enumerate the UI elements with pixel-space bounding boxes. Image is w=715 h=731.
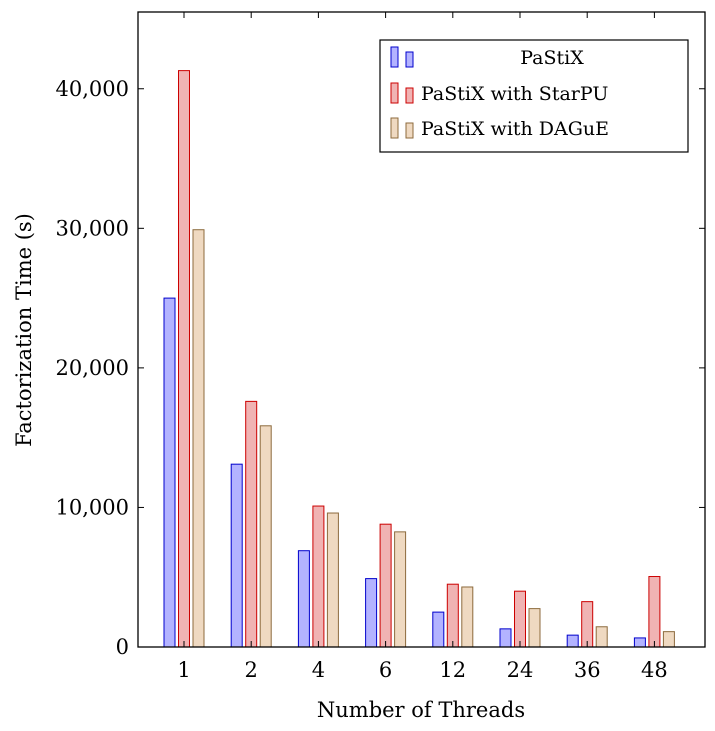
legend-box xyxy=(379,39,689,153)
bar-pastix-with-dague-1 xyxy=(192,229,205,648)
bars-layer xyxy=(163,70,675,648)
bar-pastix-48 xyxy=(633,637,646,648)
x-tick-label: 6 xyxy=(379,658,392,682)
y-tick-label: 0 xyxy=(116,635,129,659)
x-tick-label: 48 xyxy=(641,658,668,682)
bar-pastix-with-starpu-48 xyxy=(648,576,661,648)
bar-pastix-with-starpu-4 xyxy=(312,505,325,648)
x-tick-label: 4 xyxy=(312,658,325,682)
x-tick-label: 1 xyxy=(177,658,190,682)
legend-swatch xyxy=(405,51,414,68)
x-tick-label: 12 xyxy=(439,658,466,682)
legend-items: PaStiX PaStiX with StarPU PaStiX with DAGu… xyxy=(390,46,609,140)
x-tick-label: 24 xyxy=(507,658,534,682)
y-tick-label: 10,000 xyxy=(56,495,129,519)
x-tick-label: 2 xyxy=(245,658,258,682)
bar-pastix-with-starpu-12 xyxy=(446,583,459,648)
y-tick-label: 30,000 xyxy=(56,216,129,240)
legend-label: PaStiX with StarPU xyxy=(421,83,608,105)
legend-swatch xyxy=(390,117,399,139)
bar-pastix-with-dague-36 xyxy=(595,626,608,648)
legend-label: PaStiX with DAGuE xyxy=(421,118,609,140)
x-tick-label: 36 xyxy=(574,658,601,682)
bar-pastix-with-starpu-36 xyxy=(581,601,594,648)
legend-swatch xyxy=(390,46,399,68)
bar-pastix-with-starpu-24 xyxy=(514,590,526,648)
bar-pastix-6 xyxy=(365,578,378,648)
y-axis-title: Factorization Time (s) xyxy=(12,213,36,447)
bar-pastix-36 xyxy=(566,634,579,648)
bar-pastix-with-dague-48 xyxy=(662,631,675,648)
bar-pastix-with-dague-12 xyxy=(461,586,474,648)
bar-pastix-with-starpu-1 xyxy=(178,70,190,648)
bar-pastix-with-dague-24 xyxy=(528,608,541,648)
plot-frame xyxy=(137,11,706,648)
bar-pastix-with-dague-6 xyxy=(394,531,407,648)
legend: PaStiX PaStiX with StarPU PaStiX with DAGu… xyxy=(379,39,689,153)
bar-pastix-12 xyxy=(432,611,445,648)
y-tick-label: 40,000 xyxy=(56,77,129,101)
y-tick-label: 20,000 xyxy=(56,356,129,380)
legend-swatch xyxy=(390,82,399,104)
x-axis-title: Number of Threads xyxy=(317,698,525,722)
bar-pastix-with-starpu-6 xyxy=(379,523,392,648)
legend-swatch xyxy=(405,87,414,104)
bar-pastix-4 xyxy=(297,550,310,648)
legend-label: PaStiX xyxy=(520,47,584,69)
legend-swatch xyxy=(405,122,414,139)
bar-pastix-with-dague-2 xyxy=(259,425,272,648)
bar-pastix-2 xyxy=(230,463,243,648)
bar-pastix-with-dague-4 xyxy=(326,512,339,648)
bar-pastix-24 xyxy=(499,628,512,648)
bar-pastix-with-starpu-2 xyxy=(245,400,258,648)
bar-pastix-1 xyxy=(163,297,176,648)
